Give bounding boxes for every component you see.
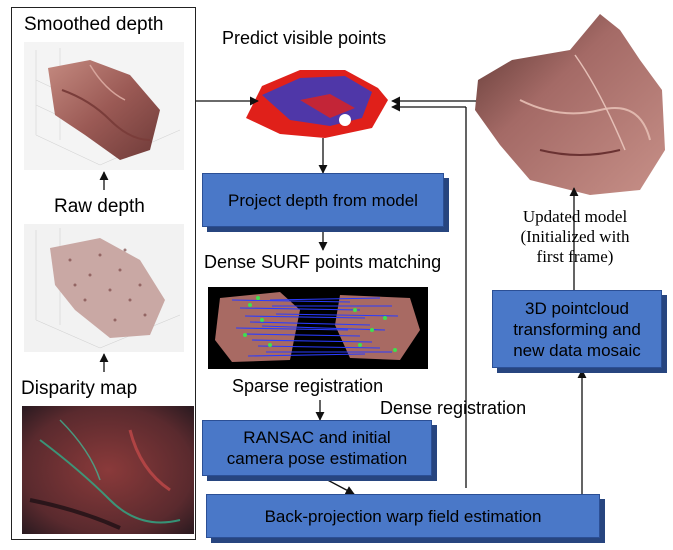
- sparse-registration-label: Sparse registration: [232, 376, 384, 396]
- visible-points-cloud: [246, 70, 388, 138]
- ransac-line1: RANSAC and initial: [243, 428, 391, 447]
- smoothed-depth-plot: [24, 42, 184, 170]
- pointcloud-line2: transforming and: [513, 319, 641, 339]
- updated-model-label: Updated model (Initialized with first fr…: [490, 207, 660, 267]
- pointcloud-box: 3D pointcloud transforming and new data …: [492, 290, 662, 368]
- disparity-map-label: Disparity map: [21, 378, 138, 399]
- flow-arrows: [99, 96, 587, 496]
- project-depth-text: Project depth from model: [228, 190, 418, 210]
- dense-surf-label: Dense SURF points matching: [204, 252, 442, 272]
- pointcloud-line1: 3D pointcloud: [525, 298, 629, 318]
- disparity-map-image: [22, 406, 194, 534]
- warp-field-box: Back-projection warp field estimation: [206, 494, 600, 538]
- updated-model-image: [475, 14, 665, 195]
- first-frame-text: first frame): [536, 247, 614, 266]
- updated-model-text: Updated model: [522, 207, 628, 226]
- ransac-line2: camera pose estimation: [226, 449, 408, 468]
- initialized-text: (Initialized with: [520, 227, 630, 246]
- raw-depth-plot: [24, 224, 184, 352]
- ransac-box: RANSAC and initial camera pose estimatio…: [202, 420, 432, 476]
- warp-field-text: Back-projection warp field estimation: [264, 506, 542, 526]
- project-depth-box: Project depth from model: [202, 173, 444, 227]
- predict-visible-points-label: Predict visible points: [222, 28, 387, 48]
- raw-depth-label: Raw depth: [54, 196, 145, 217]
- smoothed-depth-label: Smoothed depth: [24, 14, 164, 35]
- dense-registration-label: Dense registration: [380, 398, 527, 418]
- surf-matching-image: [208, 287, 428, 369]
- pointcloud-line3: new data mosaic: [513, 340, 641, 360]
